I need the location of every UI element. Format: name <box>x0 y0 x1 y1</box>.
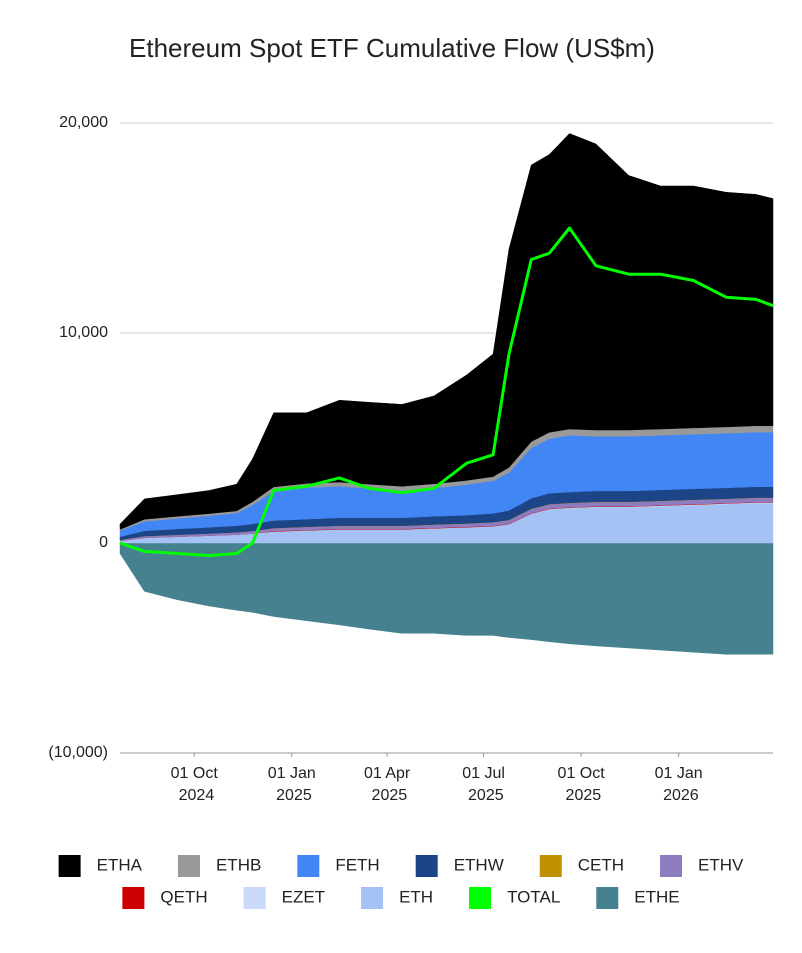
x-tick-label: 01 Oct 2024 <box>171 765 219 804</box>
legend-swatch <box>469 887 492 909</box>
legend-swatch <box>122 887 145 909</box>
legend-label: ETHE <box>634 887 679 906</box>
legend-swatch <box>415 855 438 877</box>
legend-label: ETH <box>399 887 433 906</box>
legend-swatch <box>361 887 384 909</box>
plot-area <box>119 133 774 655</box>
legend-label: FETH <box>335 855 379 874</box>
legend-label: ETHV <box>698 855 744 874</box>
legend-swatch <box>660 855 683 877</box>
x-tick-label: 01 Oct 2025 <box>558 765 606 804</box>
x-tick-label: 01 Jul 2025 <box>462 765 505 804</box>
legend-label: ETHW <box>454 855 504 874</box>
legend-label: EZET <box>282 887 325 906</box>
y-tick-label: 0 <box>99 534 108 551</box>
legend-swatch <box>177 855 200 877</box>
legend-label: TOTAL <box>507 887 560 906</box>
x-tick-label: 01 Jan 2025 <box>268 765 316 804</box>
legend-swatch <box>539 855 562 877</box>
line <box>119 226 774 558</box>
area <box>119 542 774 655</box>
legend-swatch <box>297 855 320 877</box>
y-tick-label: (10,000) <box>48 744 108 761</box>
x-tick-label: 01 Apr 2025 <box>364 765 411 804</box>
legend-label: ETHA <box>97 855 143 874</box>
chart-title: Ethereum Spot ETF Cumulative Flow (US$m) <box>129 33 655 63</box>
x-tick-label: 01 Jan 2026 <box>655 765 703 804</box>
legend-swatch <box>58 855 81 877</box>
legend-swatch <box>243 887 266 909</box>
y-tick-label: 10,000 <box>59 324 108 341</box>
legend-label: CETH <box>578 855 624 874</box>
legend-label: QETH <box>160 887 207 906</box>
y-tick-label: 20,000 <box>59 114 108 131</box>
legend-swatch <box>596 887 619 909</box>
legend-label: ETHB <box>216 855 261 874</box>
